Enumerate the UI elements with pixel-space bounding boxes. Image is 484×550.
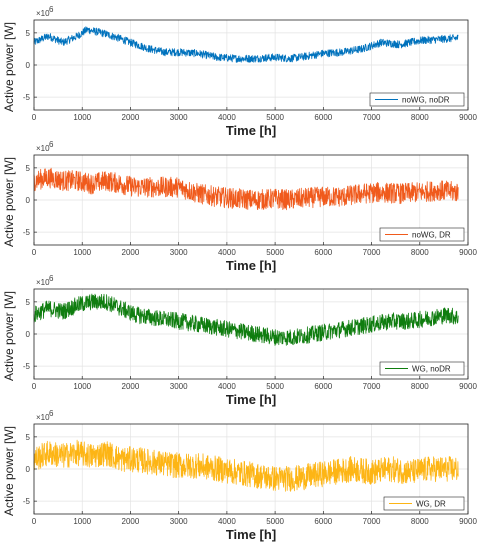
x-tick-label: 1000 xyxy=(73,113,91,122)
y-multiplier-label: ×10 xyxy=(36,413,50,422)
x-tick-label: 7000 xyxy=(363,517,381,526)
y-multiplier-label: ×10 xyxy=(36,144,50,153)
y-multiplier-exponent: 6 xyxy=(49,140,54,149)
chart-panel-1: 0 1000 2000 3000 4000 5000 6000 7000 8000 9000 -5 0… xyxy=(2,5,477,138)
y-tick-label: 0 xyxy=(26,61,31,70)
legend-label: WG, DR xyxy=(416,500,446,509)
x-tick-label: 2000 xyxy=(122,517,140,526)
y-tick-label: -5 xyxy=(23,362,31,371)
legend: WG, DR xyxy=(383,496,465,511)
y-multiplier-exponent: 6 xyxy=(49,409,54,418)
x-tick-label: 5000 xyxy=(266,382,284,391)
x-tick-label: 8000 xyxy=(411,382,429,391)
y-multiplier-exponent: 6 xyxy=(49,5,54,14)
x-tick-label: 2000 xyxy=(122,382,140,391)
x-tick-label: 8000 xyxy=(411,248,429,257)
x-tick-label: 6000 xyxy=(314,248,332,257)
x-tick-label: 5000 xyxy=(266,113,284,122)
x-axis-label: Time [h] xyxy=(226,123,276,138)
y-axis-label: Active power [W] xyxy=(2,426,16,516)
x-tick-label: 5000 xyxy=(266,517,284,526)
y-axis-label: Active power [W] xyxy=(2,22,16,112)
chart-panel-2: 0 1000 2000 3000 4000 5000 6000 7000 8000 9000 -5 0… xyxy=(2,140,477,273)
x-tick-label: 3000 xyxy=(170,517,188,526)
x-tick-label: 2000 xyxy=(122,113,140,122)
series-line xyxy=(33,167,459,211)
y-multiplier-label: ×10 xyxy=(36,278,50,287)
y-tick-label: -5 xyxy=(23,228,31,237)
chart-panel-4: 0 1000 2000 3000 4000 5000 6000 7000 8000 9000 -5 0… xyxy=(2,409,477,542)
y-axis-label: Active power [W] xyxy=(2,291,16,381)
y-tick-label: 5 xyxy=(26,433,31,442)
y-tick-label: 0 xyxy=(26,330,31,339)
x-tick-label: 9000 xyxy=(459,113,477,122)
y-multiplier-exponent: 6 xyxy=(49,274,54,283)
x-tick-label: 6000 xyxy=(314,517,332,526)
chart-panel-3: 0 1000 2000 3000 4000 5000 6000 7000 8000 9000 -5 0… xyxy=(2,274,477,407)
x-tick-label: 1000 xyxy=(73,517,91,526)
x-tick-label: 7000 xyxy=(363,113,381,122)
x-tick-label: 1000 xyxy=(73,382,91,391)
legend: noWG, noDR xyxy=(369,92,465,107)
x-tick-label: 0 xyxy=(32,248,37,257)
x-tick-label: 7000 xyxy=(363,382,381,391)
y-multiplier-label: ×10 xyxy=(36,9,50,18)
y-tick-label: 5 xyxy=(26,29,31,38)
x-tick-label: 0 xyxy=(32,382,37,391)
x-tick-label: 3000 xyxy=(170,382,188,391)
x-tick-label: 1000 xyxy=(73,248,91,257)
legend-label: WG, noDR xyxy=(412,365,451,374)
legend-label: noWG, DR xyxy=(412,231,451,240)
series-line xyxy=(33,439,459,492)
x-tick-label: 9000 xyxy=(459,382,477,391)
x-axis-label: Time [h] xyxy=(226,392,276,407)
y-tick-label: 5 xyxy=(26,164,31,173)
series-line xyxy=(33,293,459,346)
legend-label: noWG, noDR xyxy=(402,96,450,105)
x-tick-label: 5000 xyxy=(266,248,284,257)
y-tick-label: 5 xyxy=(26,298,31,307)
legend: WG, noDR xyxy=(379,361,465,376)
y-tick-label: 0 xyxy=(26,196,31,205)
x-axis-label: Time [h] xyxy=(226,527,276,542)
x-tick-label: 2000 xyxy=(122,248,140,257)
x-tick-label: 4000 xyxy=(218,113,236,122)
legend-box xyxy=(383,496,465,511)
x-tick-label: 0 xyxy=(32,517,37,526)
x-tick-label: 4000 xyxy=(218,382,236,391)
x-tick-label: 0 xyxy=(32,113,37,122)
y-tick-label: -5 xyxy=(23,497,31,506)
x-tick-label: 4000 xyxy=(218,248,236,257)
x-tick-label: 9000 xyxy=(459,248,477,257)
y-axis-label: Active power [W] xyxy=(2,157,16,247)
legend: noWG, DR xyxy=(379,227,465,242)
x-axis-label: Time [h] xyxy=(226,258,276,273)
x-tick-label: 4000 xyxy=(218,517,236,526)
x-tick-label: 7000 xyxy=(363,248,381,257)
y-tick-label: -5 xyxy=(23,93,31,102)
x-tick-label: 6000 xyxy=(314,113,332,122)
legend-box xyxy=(379,361,465,376)
legend-box xyxy=(369,92,465,107)
x-tick-label: 9000 xyxy=(459,517,477,526)
x-tick-label: 8000 xyxy=(411,113,429,122)
series-line xyxy=(33,26,459,63)
x-tick-label: 3000 xyxy=(170,248,188,257)
x-tick-label: 6000 xyxy=(314,382,332,391)
x-tick-label: 3000 xyxy=(170,113,188,122)
legend-box xyxy=(379,227,465,242)
x-tick-label: 8000 xyxy=(411,517,429,526)
y-tick-label: 0 xyxy=(26,465,31,474)
